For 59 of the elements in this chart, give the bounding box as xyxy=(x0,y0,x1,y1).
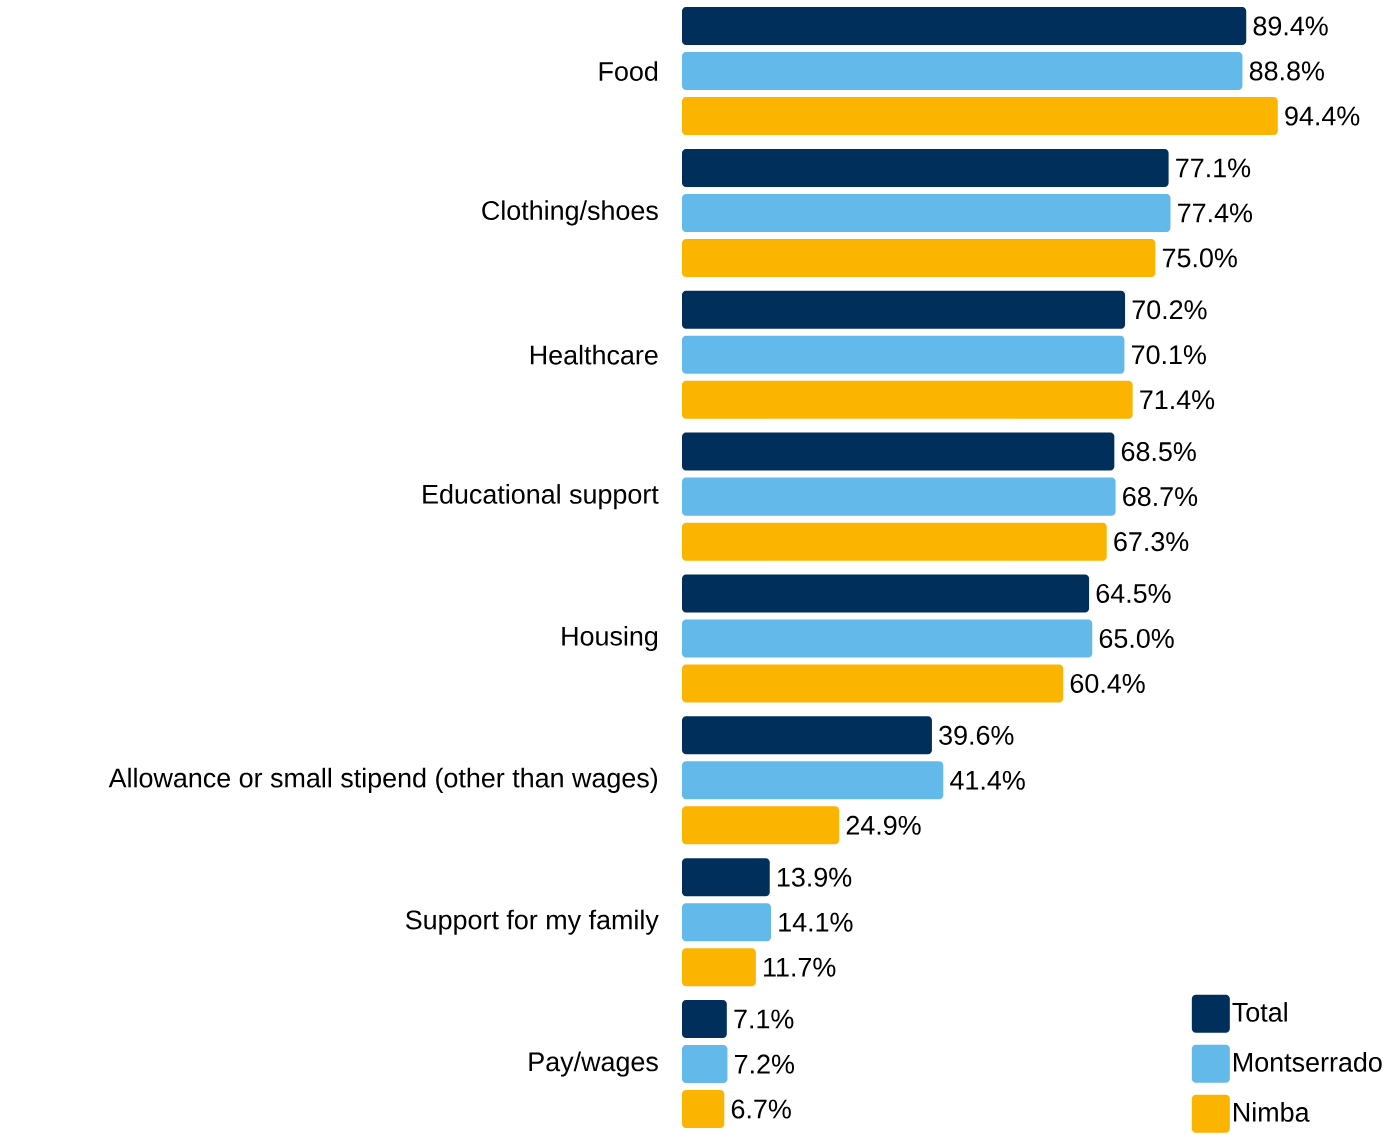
bar xyxy=(682,948,756,987)
bar xyxy=(682,1090,725,1129)
bar xyxy=(682,858,770,897)
data-label: 94.4% xyxy=(1285,106,1360,126)
y-tick-label: Food xyxy=(599,61,658,81)
y-tick-label: Educational support xyxy=(423,484,659,510)
data-label: 6.7% xyxy=(731,1099,791,1119)
y-tick-label: Allowance or small stipend (other than wages) xyxy=(108,767,658,793)
data-label: 60.4% xyxy=(1070,673,1145,694)
data-label: 11.7% xyxy=(764,957,836,977)
bar xyxy=(682,1000,727,1039)
data-label: 64.5% xyxy=(1096,583,1171,604)
data-label: 75.0% xyxy=(1162,248,1237,268)
bar xyxy=(682,664,1064,703)
data-label: 70.1% xyxy=(1132,345,1206,365)
y-tick-label: Healthcare xyxy=(530,344,658,365)
y-tick-label: Housing xyxy=(562,625,658,652)
bar xyxy=(682,574,1090,613)
bar xyxy=(682,761,944,800)
data-label: 41.4% xyxy=(950,770,1025,790)
data-label: 7.1% xyxy=(734,1009,794,1029)
bar xyxy=(682,1045,728,1084)
bar xyxy=(682,290,1126,329)
data-label: 24.9% xyxy=(846,815,921,835)
bar xyxy=(682,716,932,755)
data-label: 70.2% xyxy=(1132,300,1207,320)
data-label: 7.2% xyxy=(735,1054,794,1074)
bar xyxy=(682,903,771,942)
bar xyxy=(682,52,1243,91)
bar xyxy=(682,380,1133,419)
y-tick-label: Clothing/shoes xyxy=(482,200,658,226)
bar xyxy=(682,97,1278,136)
data-label: 88.8% xyxy=(1249,61,1324,81)
data-label: 77.1% xyxy=(1176,158,1251,178)
bar xyxy=(682,148,1169,187)
bar xyxy=(682,7,1247,46)
bar xyxy=(682,806,840,845)
data-label: 39.6% xyxy=(939,725,1014,745)
data-label: 65.0% xyxy=(1099,628,1174,649)
bar xyxy=(682,432,1115,471)
data-label: 68.7% xyxy=(1123,487,1198,507)
bar xyxy=(682,193,1171,232)
data-label: 14.1% xyxy=(779,912,853,932)
bar xyxy=(682,477,1116,516)
legend-label: Total xyxy=(1232,1002,1287,1022)
bar xyxy=(682,619,1093,658)
bar xyxy=(682,335,1125,374)
y-tick-label: Pay/wages xyxy=(529,1051,658,1077)
y-tick-label: Support for my family xyxy=(405,909,659,935)
data-label: 77.4% xyxy=(1178,203,1253,223)
data-label: 68.5% xyxy=(1121,442,1196,462)
bar xyxy=(682,238,1156,277)
data-label: 89.4% xyxy=(1253,16,1328,36)
legend-label: Nimba xyxy=(1234,1102,1310,1122)
legend-label: Montserrado xyxy=(1234,1052,1382,1072)
data-label: 71.4% xyxy=(1140,390,1215,410)
bar xyxy=(682,522,1107,561)
data-label: 13.9% xyxy=(777,867,852,887)
data-label: 67.3% xyxy=(1114,532,1189,552)
